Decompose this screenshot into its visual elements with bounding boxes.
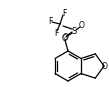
Text: F: F [62, 8, 66, 17]
Text: F: F [48, 17, 52, 26]
Text: O: O [63, 33, 69, 42]
Text: O: O [62, 34, 68, 43]
Text: S: S [71, 26, 77, 35]
Text: O: O [102, 62, 107, 71]
Text: F: F [54, 28, 58, 37]
Text: O: O [79, 21, 85, 29]
